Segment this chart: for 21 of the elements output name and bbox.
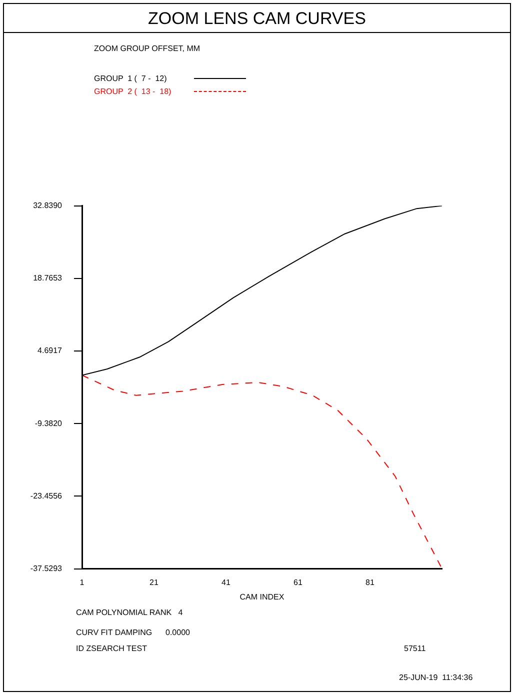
x-tick-label: 1 — [80, 578, 85, 587]
y-tick-label: 18.7653 — [33, 274, 63, 283]
x-tick-label: 41 — [222, 578, 231, 587]
text: 25-JUN-19 11:34:36 — [399, 673, 473, 682]
y-tick-label: -23.4556 — [30, 491, 63, 500]
y-tick-label: 32.8390 — [33, 201, 63, 210]
text: GROUP 1 ( 7 - 12) — [94, 74, 168, 83]
text: 57511 — [404, 644, 426, 653]
y-tick-label: -37.5293 — [30, 564, 63, 574]
chart-title: ZOOM LENS CAM CURVES — [4, 4, 510, 33]
text: ZOOM GROUP OFFSET, MM — [94, 44, 200, 53]
x-tick-label: 21 — [150, 578, 159, 587]
text: ID ZSEARCH TEST — [76, 644, 147, 653]
y-tick-label: 4.6917 — [38, 346, 63, 356]
text: GROUP 2 ( 13 - 18) — [94, 87, 172, 96]
text: CURV FIT DAMPING 0.0000 — [76, 628, 190, 637]
y-tick-label: -9.3820 — [34, 418, 63, 428]
x-tick-label: 61 — [294, 578, 303, 587]
x-axis-title: CAM INDEX — [240, 592, 285, 602]
text: CAM POLYNOMIAL RANK 4 — [76, 608, 183, 617]
x-tick-label: 81 — [366, 578, 375, 587]
